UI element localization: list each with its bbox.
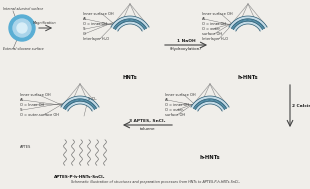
Polygon shape [113,19,147,30]
Text: Inner surface OH: Inner surface OH [165,93,196,97]
Text: SnCl₂: SnCl₂ [88,97,98,101]
Circle shape [9,15,35,41]
Text: Inner surface OH: Inner surface OH [83,12,114,16]
Text: O = Inner OH: O = Inner OH [20,103,44,107]
Text: O = inner OH: O = inner OH [83,22,107,26]
Text: Interlayer H₂O: Interlayer H₂O [202,37,228,41]
Text: APTES-P-h-HNTs-SnCl₂: APTES-P-h-HNTs-SnCl₂ [54,175,106,179]
Text: External siloxane surface: External siloxane surface [3,47,44,51]
Text: O = inner OH: O = inner OH [202,22,226,26]
Text: Schematic illustration of structures and preparation processes from HNTs to APTE: Schematic illustration of structures and… [71,180,239,184]
Text: O = inner OH: O = inner OH [165,103,189,107]
Polygon shape [61,96,99,108]
Circle shape [17,23,27,33]
Text: APTES: APTES [20,145,31,149]
Text: O = outer-: O = outer- [165,108,184,112]
Text: Inner surface OH: Inner surface OH [202,12,232,16]
Text: Al: Al [202,17,206,21]
Polygon shape [111,16,149,28]
Text: Inner surface OH: Inner surface OH [20,93,51,97]
Text: Al: Al [165,98,169,102]
Text: Magnification: Magnification [33,21,57,25]
Text: O: O [83,32,86,36]
Text: HNTs: HNTs [123,75,137,80]
Text: (Hydroxylation): (Hydroxylation) [170,47,202,51]
Text: O = outer-surface OH: O = outer-surface OH [20,113,59,117]
Polygon shape [231,19,265,30]
Text: Al: Al [20,98,24,102]
Text: Si: Si [20,108,23,112]
Polygon shape [191,96,229,108]
Text: h-HNTs: h-HNTs [238,75,258,80]
Text: surface OH: surface OH [165,113,185,117]
Text: Al: Al [83,17,86,21]
Circle shape [13,19,31,37]
Text: 2 Calcination: 2 Calcination [292,104,310,108]
Text: Interlayer H₂O: Interlayer H₂O [83,37,109,41]
Text: Internal aluminol surface: Internal aluminol surface [3,7,43,11]
Polygon shape [229,16,267,28]
Polygon shape [233,21,263,31]
Text: toluene: toluene [140,127,155,131]
Text: h-HNTs: h-HNTs [200,155,220,160]
Text: surface OH: surface OH [202,32,222,36]
Text: 3 APTES, SnCl₂: 3 APTES, SnCl₂ [129,119,166,123]
Polygon shape [195,101,224,111]
Polygon shape [63,99,97,110]
Polygon shape [65,101,95,111]
Text: Si: Si [83,27,86,31]
Text: O = outer: O = outer [202,27,220,31]
Polygon shape [193,99,227,110]
Polygon shape [115,21,144,31]
Text: 1 NaOH: 1 NaOH [177,39,195,43]
